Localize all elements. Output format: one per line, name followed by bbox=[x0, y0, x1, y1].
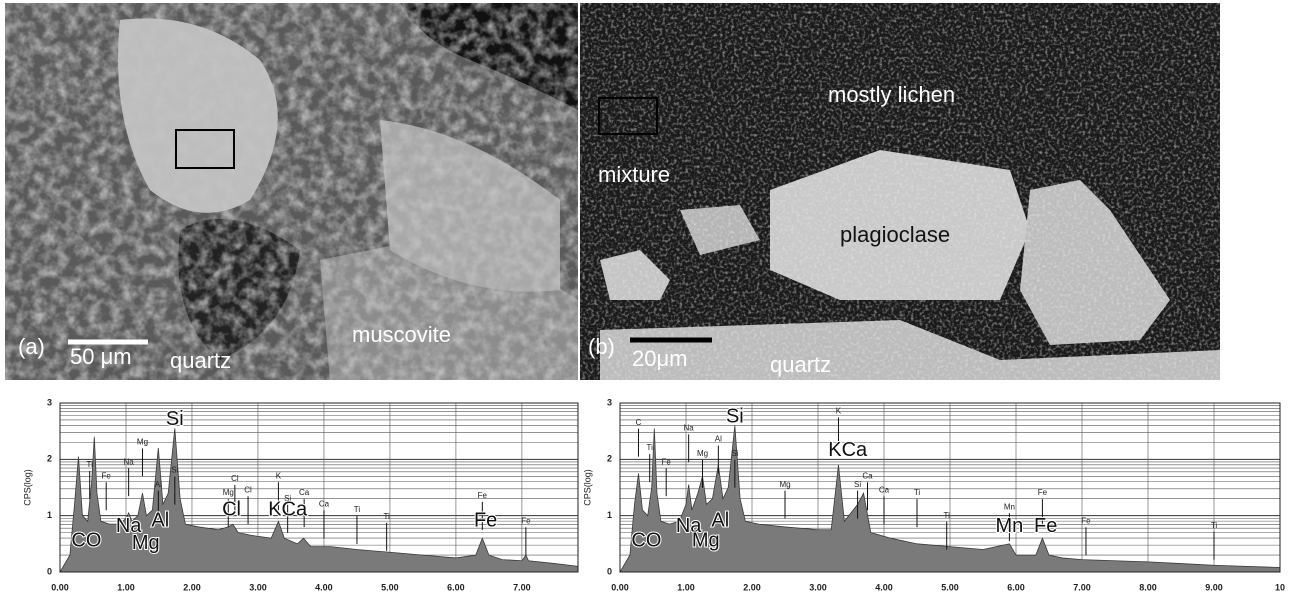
peak-label: Al bbox=[151, 510, 169, 532]
element-marker-label: Ti bbox=[647, 443, 654, 452]
element-marker-label: Ti bbox=[944, 511, 951, 520]
y-tick-label: 2 bbox=[607, 454, 612, 464]
x-tick-label: 3.00 bbox=[249, 582, 267, 592]
mineral-label: plagioclase bbox=[840, 222, 950, 247]
y-axis-title: CPS(log) bbox=[582, 469, 592, 506]
peak-label: KCa bbox=[268, 498, 308, 520]
element-marker-label: Fe bbox=[662, 457, 672, 466]
x-tick-label: 7.00 bbox=[1073, 582, 1091, 592]
element-marker-label: C bbox=[636, 418, 642, 427]
peak-label: Mn bbox=[996, 515, 1024, 537]
peak-label: Mg bbox=[692, 529, 720, 551]
element-marker-label: Mg bbox=[697, 449, 708, 458]
element-marker-label: Fe bbox=[1038, 488, 1048, 497]
peak-label: Al bbox=[711, 510, 729, 532]
region-label: mixture bbox=[598, 162, 670, 187]
peak-label: Si bbox=[726, 405, 744, 427]
element-marker-label: Ti bbox=[87, 460, 94, 469]
element-marker-label: Mg bbox=[223, 488, 234, 497]
element-marker-label: Ca bbox=[299, 488, 310, 497]
element-marker-label: Mg bbox=[137, 438, 148, 447]
element-marker-label: Si bbox=[731, 449, 738, 458]
element-marker-label: Ti bbox=[383, 512, 390, 521]
peak-label: CO bbox=[71, 529, 101, 551]
x-tick-label: 4.00 bbox=[315, 582, 333, 592]
element-marker-label: K bbox=[276, 471, 282, 480]
peak-label: CO bbox=[631, 529, 661, 551]
x-tick-label: 2.00 bbox=[743, 582, 761, 592]
y-tick-label: 1 bbox=[607, 510, 612, 520]
peak-label: Fe bbox=[1034, 515, 1057, 537]
element-marker-label: Fe bbox=[102, 471, 112, 480]
element-marker-label: Cl bbox=[244, 485, 252, 494]
x-tick-label: 3.00 bbox=[809, 582, 827, 592]
element-marker-label: Si bbox=[854, 480, 861, 489]
scale-bar-label: 20μm bbox=[632, 346, 687, 371]
spectrum-chart: 0 1 2 3 0.00 1.00 2.00 3.00 4.00 5.00 6.00 7.00 8.00… bbox=[582, 397, 1285, 592]
element-marker-label: Ca bbox=[319, 500, 330, 509]
mineral-label: muscovite bbox=[352, 322, 451, 347]
peak-label: Cl bbox=[222, 498, 241, 520]
element-marker-label: Fe bbox=[521, 516, 531, 525]
x-tick-label: 2.00 bbox=[183, 582, 201, 592]
element-marker-label: Cl bbox=[231, 474, 239, 483]
element-marker-label: Fe bbox=[1081, 516, 1091, 525]
x-tick-label: 0.00 bbox=[51, 582, 69, 592]
x-tick-label: 1.00 bbox=[677, 582, 695, 592]
x-tick-label: 0.00 bbox=[611, 582, 629, 592]
figure: (a) 50 μm quartz muscovite (b) 20μm quar… bbox=[0, 0, 1296, 601]
y-tick-label: 2 bbox=[47, 454, 52, 464]
element-marker-label: Fe bbox=[478, 491, 488, 500]
element-marker-label: Mg bbox=[779, 480, 790, 489]
spectrum-chart: 0 1 2 3 0.00 1.00 2.00 3.00 4.00 5.00 6.00 7.00 CPS(… bbox=[22, 397, 578, 592]
x-tick-label: 1.00 bbox=[117, 582, 135, 592]
element-marker-label: Ca bbox=[879, 485, 890, 494]
peak-label: Si bbox=[166, 408, 184, 430]
mineral-label: quartz bbox=[170, 348, 231, 373]
mineral-label: quartz bbox=[770, 352, 831, 377]
x-tick-label: 6.00 bbox=[447, 582, 465, 592]
micrograph-b bbox=[580, 3, 1220, 380]
element-marker-label: Ti bbox=[914, 488, 921, 497]
y-tick-label: 0 bbox=[607, 566, 612, 576]
x-tick-label: 5.00 bbox=[381, 582, 399, 592]
element-marker-label: K bbox=[836, 407, 842, 416]
region-label: mostly lichen bbox=[828, 82, 955, 107]
x-tick-label: 9.00 bbox=[1205, 582, 1223, 592]
element-marker-label: Ti bbox=[354, 505, 361, 514]
element-marker-label: Ti bbox=[1211, 521, 1218, 530]
x-tick-label: 8.00 bbox=[1139, 582, 1157, 592]
x-tick-label: 7.00 bbox=[513, 582, 531, 592]
element-marker-label: Na bbox=[124, 457, 135, 466]
x-tick-label: 6.00 bbox=[1007, 582, 1025, 592]
peak-label: Fe bbox=[474, 510, 497, 532]
y-tick-label: 1 bbox=[47, 510, 52, 520]
peak-label: Mg bbox=[132, 532, 160, 554]
x-tick-label: 5.00 bbox=[941, 582, 959, 592]
x-tick-label: 10 bbox=[1275, 582, 1285, 592]
x-tick-label: 4.00 bbox=[875, 582, 893, 592]
y-tick-label: 3 bbox=[47, 397, 52, 407]
panel-letter: (b) bbox=[588, 334, 615, 359]
element-marker-label: Si bbox=[171, 466, 178, 475]
y-tick-label: 3 bbox=[607, 397, 612, 407]
element-marker-label: Al bbox=[715, 435, 722, 444]
element-marker-label: Ca bbox=[862, 471, 873, 480]
micrograph-a bbox=[5, 3, 578, 380]
element-marker-label: Al bbox=[155, 480, 162, 489]
panel-letter: (a) bbox=[18, 334, 45, 359]
scale-bar-label: 50 μm bbox=[70, 344, 132, 369]
page: { "panels": [ {"letter": "(a)", "scale":… bbox=[0, 0, 1296, 601]
element-marker-label: Na bbox=[684, 423, 695, 432]
element-marker-label: Mn bbox=[1004, 502, 1015, 511]
y-axis-title: CPS(log) bbox=[22, 469, 32, 506]
y-tick-label: 0 bbox=[47, 566, 52, 576]
peak-label: KCa bbox=[828, 439, 868, 461]
